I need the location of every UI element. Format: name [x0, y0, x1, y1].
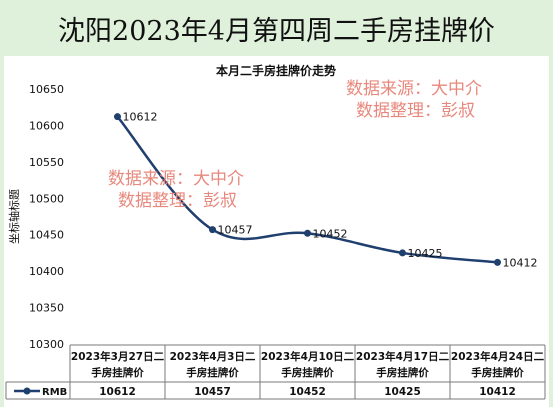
data-point [209, 226, 216, 234]
legend-marker [23, 387, 31, 395]
category-label: 2023年4月3日二 [170, 350, 256, 363]
category-label: 2023年3月27日二 [71, 350, 165, 363]
data-label: 10612 [123, 111, 158, 124]
data-label: 10452 [313, 227, 348, 240]
y-axis-title: 坐标轴标题 [7, 189, 21, 244]
y-tick-label: 10400 [29, 265, 64, 278]
table-value: 10425 [384, 386, 421, 398]
category-label: 手房挂牌价 [471, 366, 524, 379]
y-tick-label: 10300 [29, 338, 64, 351]
table-value: 10457 [194, 386, 231, 398]
category-label: 2023年4月10日二 [261, 350, 355, 363]
category-label: 手房挂牌价 [376, 366, 429, 379]
y-tick-label: 10600 [29, 119, 64, 132]
watermark-line: 数据来源：大中介 [108, 169, 244, 189]
y-tick-label: 10350 [29, 302, 64, 315]
y-tick-label: 10450 [29, 229, 64, 242]
watermark-line: 数据整理：彭叔 [118, 191, 237, 211]
series-line-rmb [116, 115, 498, 264]
watermark-line: 数据整理：彭叔 [356, 101, 475, 121]
category-label: 2023年4月17日二 [356, 350, 450, 363]
data-point [304, 229, 311, 237]
legend-label: RMB [42, 387, 67, 398]
category-label: 2023年4月24日二 [451, 350, 545, 363]
data-point [114, 113, 121, 121]
data-label: 10425 [408, 247, 443, 260]
data-point [399, 249, 406, 257]
table-value: 10452 [289, 386, 326, 398]
y-tick-label: 10500 [29, 192, 64, 205]
y-tick-label: 10550 [29, 156, 64, 169]
category-label: 手房挂牌价 [281, 366, 334, 379]
watermark-source-2: 数据来源：大中介 数据整理：彭叔 [108, 168, 244, 212]
chart-title: 本月二手房挂牌价走势 [216, 63, 336, 78]
table-value: 10612 [99, 386, 136, 398]
data-label: 10457 [218, 224, 253, 237]
title-banner: 沈阳2023年4月第四周二手房挂牌价 [0, 0, 553, 56]
watermark-source-1: 数据来源：大中介 数据整理：彭叔 [346, 78, 482, 122]
table-value: 10412 [479, 386, 516, 398]
page-title: 沈阳2023年4月第四周二手房挂牌价 [58, 15, 495, 47]
data-point [494, 258, 501, 266]
y-tick-label: 10650 [29, 83, 64, 96]
category-label: 手房挂牌价 [186, 366, 239, 379]
chart-panel: 本月二手房挂牌价走势坐标轴标题 10300 10350 10400 10450 10500… [4, 56, 549, 407]
category-label: 手房挂牌价 [91, 366, 144, 379]
watermark-line: 数据来源：大中介 [346, 79, 482, 99]
data-label: 10412 [503, 256, 538, 269]
